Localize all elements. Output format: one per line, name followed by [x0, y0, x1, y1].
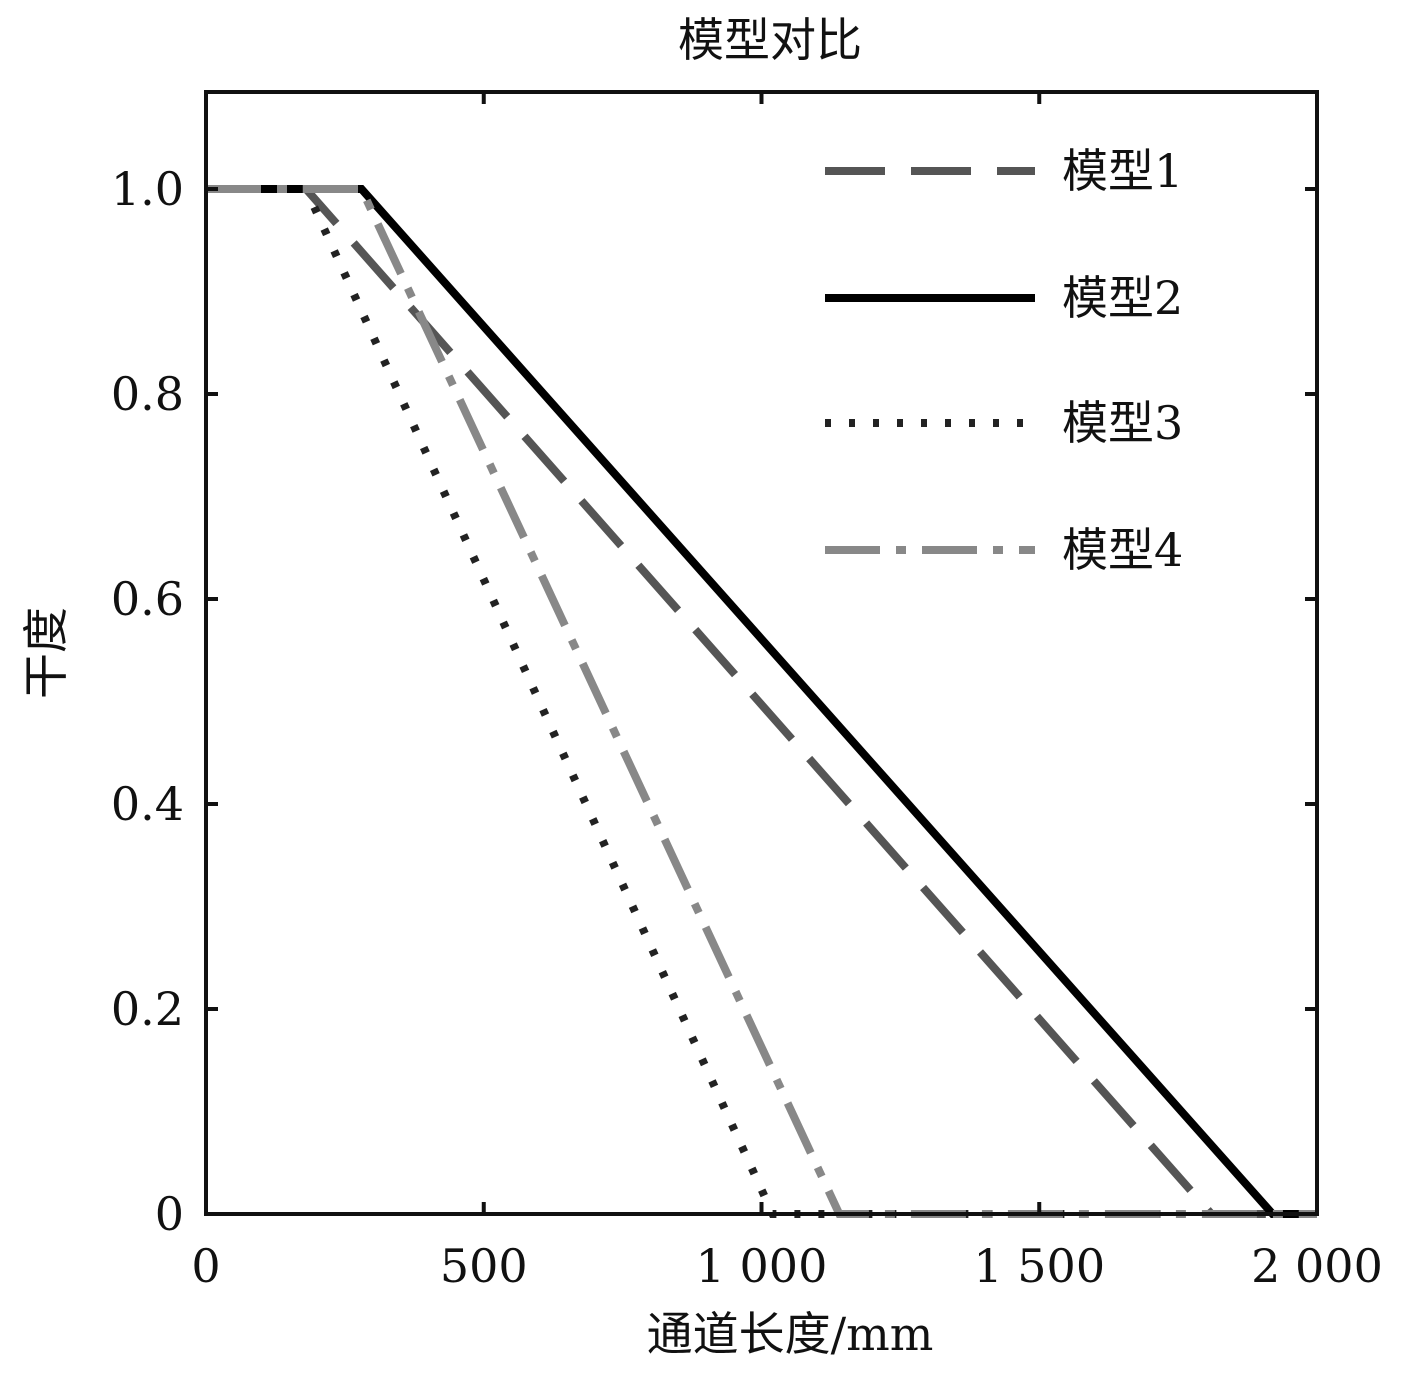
legend-label-2: 模型2 — [1062, 271, 1183, 325]
x-tick-label: 0 — [191, 1239, 220, 1293]
y-tick-label: 0.4 — [111, 777, 184, 831]
y-tick-label: 1.0 — [111, 162, 184, 216]
legend: 模型1 模型2 模型3 模型4 — [825, 144, 1183, 577]
x-tick-label: 1 500 — [973, 1239, 1105, 1293]
ticks-layer — [204, 92, 1319, 1216]
chart-title: 模型对比 — [678, 13, 862, 67]
series-line-4 — [206, 185, 1317, 1218]
legend-label-1: 模型1 — [1062, 144, 1183, 198]
x-tick-label: 1 000 — [696, 1239, 828, 1293]
x-tick-label: 2 000 — [1251, 1239, 1383, 1293]
series-layer — [206, 185, 1317, 1218]
legend-label-3: 模型3 — [1062, 396, 1183, 450]
y-axis-label: 干度 — [19, 607, 73, 699]
x-axis-label: 通道长度/mm — [647, 1307, 934, 1361]
x-tick-label: 500 — [440, 1239, 528, 1293]
legend-label-4: 模型4 — [1062, 523, 1183, 577]
y-tick-label: 0.2 — [111, 982, 184, 1036]
y-tick-label: 0.6 — [111, 572, 184, 626]
y-tick-label: 0.8 — [111, 367, 184, 421]
y-tick-label: 0 — [155, 1187, 184, 1241]
tick-labels-layer: 0 0.2 0.4 0.6 0.8 1.0 0 500 1 000 1 500 2 000 — [111, 162, 1383, 1293]
